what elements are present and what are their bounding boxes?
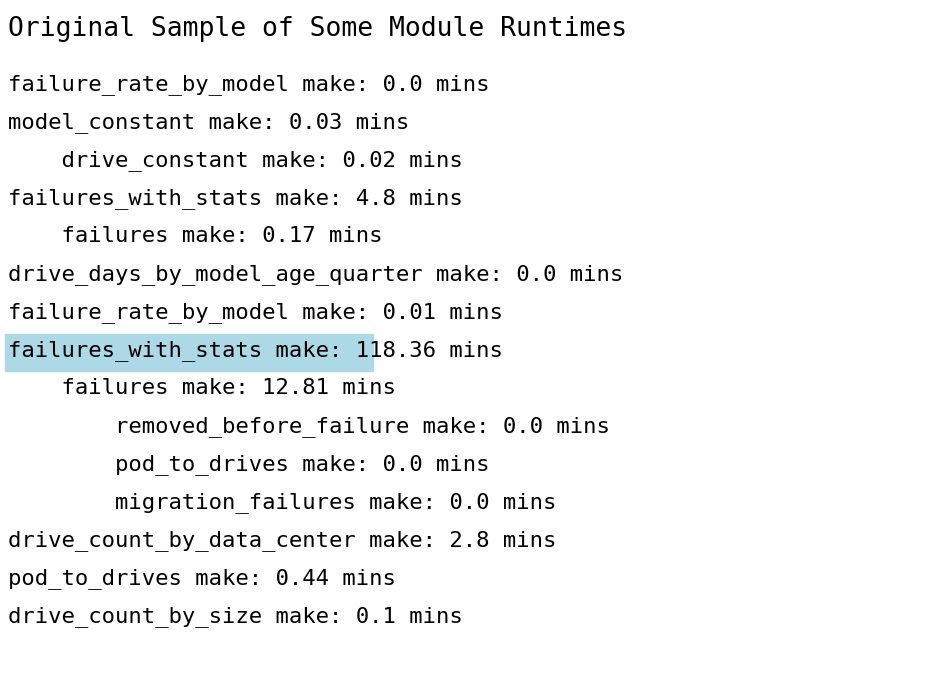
Text: removed_before_failure make: 0.0 mins: removed_before_failure make: 0.0 mins [8,416,610,437]
Text: drive_count_by_data_center make: 2.8 mins: drive_count_by_data_center make: 2.8 min… [8,530,557,550]
Text: failures make: 12.81 mins: failures make: 12.81 mins [8,378,396,398]
Text: pod_to_drives make: 0.0 mins: pod_to_drives make: 0.0 mins [8,454,490,475]
Text: drive_count_by_size make: 0.1 mins: drive_count_by_size make: 0.1 mins [8,606,463,627]
Text: failure_rate_by_model make: 0.01 mins: failure_rate_by_model make: 0.01 mins [8,302,503,323]
Text: drive_constant make: 0.02 mins: drive_constant make: 0.02 mins [8,150,463,171]
FancyBboxPatch shape [5,334,373,371]
Text: failures make: 0.17 mins: failures make: 0.17 mins [8,226,382,246]
Text: migration_failures make: 0.0 mins: migration_failures make: 0.0 mins [8,492,557,513]
Text: pod_to_drives make: 0.44 mins: pod_to_drives make: 0.44 mins [8,568,396,589]
Text: failures_with_stats make: 4.8 mins: failures_with_stats make: 4.8 mins [8,188,463,208]
Text: failures_with_stats make: 118.36 mins: failures_with_stats make: 118.36 mins [8,340,503,361]
Text: Original Sample of Some Module Runtimes: Original Sample of Some Module Runtimes [8,16,627,42]
Text: drive_days_by_model_age_quarter make: 0.0 mins: drive_days_by_model_age_quarter make: 0.… [8,264,623,285]
Text: model_constant make: 0.03 mins: model_constant make: 0.03 mins [8,111,409,133]
Text: failure_rate_by_model make: 0.0 mins: failure_rate_by_model make: 0.0 mins [8,74,490,95]
